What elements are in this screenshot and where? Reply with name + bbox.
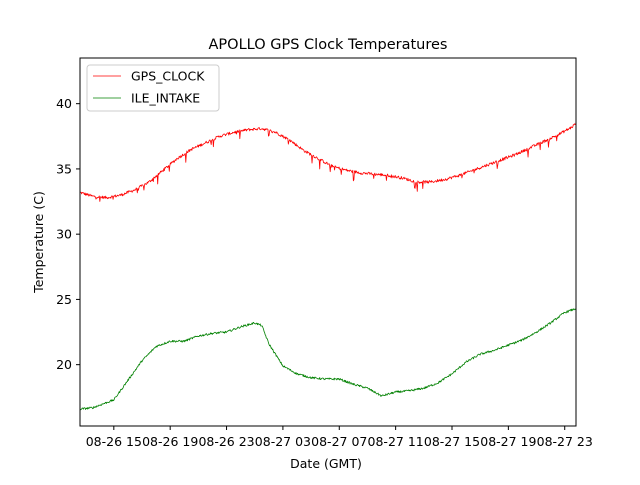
x-tick-label-0: 08-26 15 [86, 434, 142, 449]
y-tick-label-20: 20 [56, 357, 72, 372]
x-tick-label-4: 08-27 07 [311, 434, 367, 449]
x-axis-label: Date (GMT) [290, 456, 362, 471]
y-tick-label-35: 35 [56, 161, 72, 176]
y-tick-label-40: 40 [56, 96, 72, 111]
series-line-gps-clock [80, 122, 576, 202]
chart-title: APOLLO GPS Clock Temperatures [209, 37, 448, 53]
y-tick-label-25: 25 [56, 292, 72, 307]
x-tick-label-3: 08-27 03 [255, 434, 311, 449]
x-tick-label-7: 08-27 19 [480, 434, 536, 449]
series-line-ile-intake [80, 308, 576, 411]
y-tick-label-30: 30 [56, 227, 72, 242]
x-tick-label-1: 08-26 19 [142, 434, 198, 449]
legend-box [86, 64, 220, 112]
x-tick-label-6: 08-27 15 [424, 434, 480, 449]
legend: GPS_CLOCK ILE_INTAKE [86, 64, 220, 112]
x-tick-label-2: 08-26 23 [198, 434, 254, 449]
x-tick-label-8: 08-27 23 [537, 434, 593, 449]
legend-label-ile-intake: ILE_INTAKE [131, 91, 200, 106]
y-axis-label: Temperature (C) [31, 191, 46, 294]
x-tick-label-5: 08-27 11 [368, 434, 424, 449]
legend-label-gps-clock: GPS_CLOCK [131, 69, 205, 84]
plot-frame [79, 57, 577, 427]
